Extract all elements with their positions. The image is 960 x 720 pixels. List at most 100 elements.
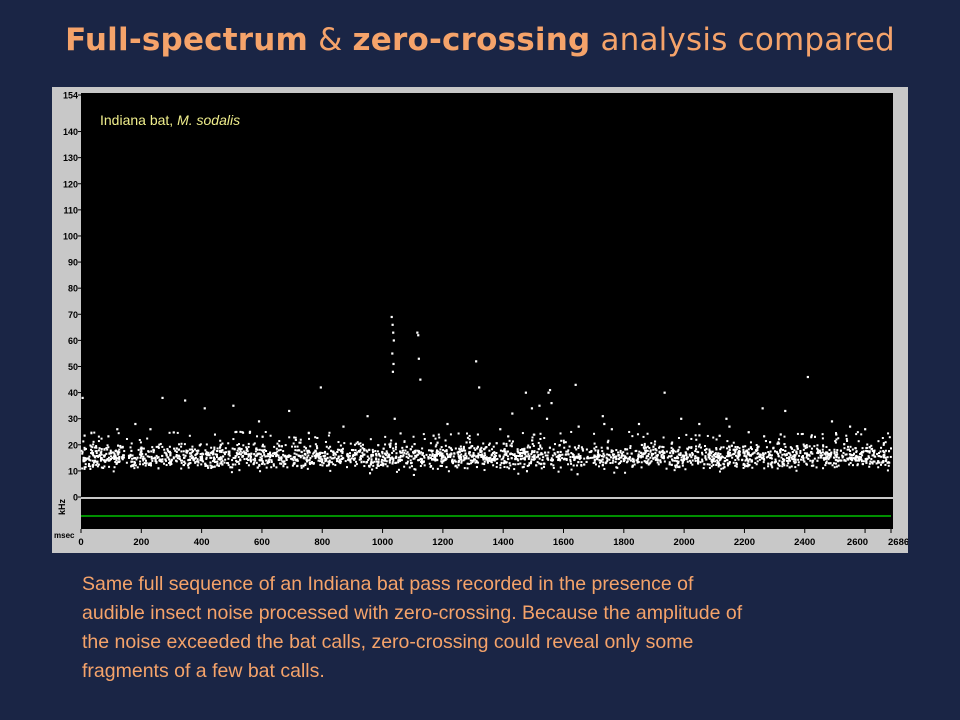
- noise-point: [388, 443, 391, 446]
- noise-point: [737, 454, 740, 457]
- noise-point: [717, 452, 720, 455]
- noise-point: [267, 459, 270, 462]
- noise-point: [734, 459, 737, 462]
- noise-point: [471, 445, 474, 448]
- noise-point: [205, 457, 208, 460]
- noise-point: [580, 464, 583, 467]
- noise-point: [503, 465, 506, 468]
- noise-point: [665, 467, 668, 470]
- noise-point: [533, 454, 536, 457]
- noise-point: [440, 464, 443, 467]
- noise-point: [299, 456, 302, 459]
- noise-point: [161, 454, 164, 457]
- noise-point: [238, 462, 241, 465]
- noise-point: [577, 444, 580, 447]
- noise-point: [496, 457, 499, 460]
- noise-point: [399, 460, 402, 463]
- noise-point: [249, 454, 252, 457]
- noise-point: [261, 460, 264, 463]
- noise-point: [213, 460, 216, 463]
- noise-point: [145, 462, 148, 465]
- noise-point: [756, 447, 759, 450]
- call-point: [203, 407, 206, 410]
- noise-point: [611, 461, 614, 464]
- noise-point: [387, 453, 390, 456]
- noise-point: [329, 445, 332, 448]
- noise-point: [438, 436, 441, 439]
- noise-point: [118, 451, 121, 454]
- noise-point: [698, 434, 701, 437]
- noise-point: [113, 455, 116, 458]
- noise-point: [610, 451, 613, 454]
- noise-point: [106, 448, 109, 451]
- noise-point: [573, 456, 576, 459]
- noise-point: [371, 461, 374, 464]
- noise-point: [806, 454, 809, 457]
- noise-point: [711, 461, 714, 464]
- noise-point: [743, 465, 746, 468]
- noise-point: [777, 462, 780, 465]
- noise-point: [527, 444, 530, 447]
- noise-point: [736, 446, 739, 449]
- noise-point: [822, 445, 825, 448]
- noise-point: [837, 460, 840, 463]
- noise-point: [89, 448, 92, 451]
- noise-point: [488, 457, 491, 460]
- noise-point: [95, 445, 98, 448]
- noise-point: [483, 469, 486, 472]
- plot-area: [81, 93, 893, 497]
- noise-point: [492, 464, 495, 467]
- y-axis-label: kHz: [57, 499, 67, 516]
- noise-point: [753, 451, 756, 454]
- noise-point: [475, 466, 478, 469]
- noise-point: [300, 464, 303, 467]
- noise-point: [768, 452, 771, 455]
- noise-point: [438, 451, 441, 454]
- noise-point: [860, 452, 863, 455]
- noise-point: [492, 445, 495, 448]
- noise-point: [884, 463, 887, 466]
- noise-point: [405, 452, 408, 455]
- noise-point: [528, 462, 531, 465]
- noise-point: [526, 464, 529, 467]
- noise-point: [490, 458, 493, 461]
- noise-point: [833, 456, 836, 459]
- noise-point: [877, 452, 880, 455]
- noise-point: [860, 433, 863, 436]
- noise-point: [435, 454, 438, 457]
- noise-point: [103, 448, 106, 451]
- noise-point: [105, 447, 108, 450]
- noise-point: [585, 460, 588, 463]
- noise-point: [769, 441, 772, 444]
- noise-point: [384, 443, 387, 446]
- noise-point: [645, 457, 648, 460]
- noise-point: [734, 454, 737, 457]
- noise-point: [721, 455, 724, 458]
- noise-point: [832, 462, 835, 465]
- noise-point: [783, 435, 786, 438]
- noise-point: [523, 458, 526, 461]
- noise-point: [503, 450, 506, 453]
- noise-point: [542, 462, 545, 465]
- noise-point: [326, 456, 329, 459]
- noise-point: [508, 439, 511, 442]
- noise-point: [347, 456, 350, 459]
- noise-point: [439, 464, 442, 467]
- noise-point: [249, 460, 252, 463]
- noise-point: [602, 455, 605, 458]
- noise-point: [677, 462, 680, 465]
- noise-point: [868, 465, 871, 468]
- noise-point: [821, 433, 824, 436]
- noise-point: [85, 457, 88, 460]
- noise-point: [570, 452, 573, 455]
- noise-point: [762, 453, 765, 456]
- noise-point: [641, 455, 644, 458]
- noise-point: [733, 452, 736, 455]
- noise-point: [238, 451, 241, 454]
- noise-point: [445, 457, 448, 460]
- noise-point: [370, 454, 373, 457]
- noise-point: [858, 455, 861, 458]
- noise-point: [261, 455, 264, 458]
- noise-point: [488, 459, 491, 462]
- noise-point: [292, 442, 295, 445]
